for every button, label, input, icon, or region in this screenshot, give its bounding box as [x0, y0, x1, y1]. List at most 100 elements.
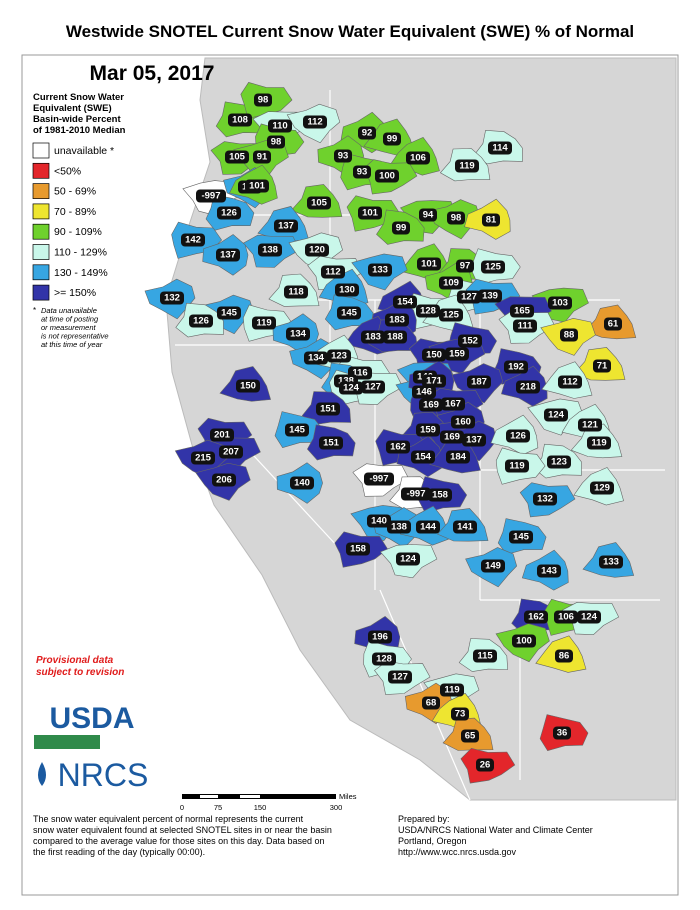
basin-label-bg: [286, 327, 310, 341]
basin-label-bg: [388, 670, 412, 684]
scale-label: 75: [214, 803, 222, 812]
basin-label: 154: [397, 297, 414, 308]
basin-label: 68: [426, 698, 437, 709]
note-text: or measurement: [41, 323, 97, 332]
basin-label: 125: [485, 262, 502, 273]
basin-label-bg: [516, 380, 540, 394]
basin-label: 145: [513, 532, 530, 543]
basin-label: 86: [559, 651, 570, 662]
description: snow water equivalent found at selected …: [33, 825, 332, 835]
basin-label: 100: [379, 171, 395, 182]
basin-label: 101: [249, 181, 266, 192]
basin-label: 109: [443, 278, 459, 289]
basin-label: 130: [339, 285, 355, 296]
basin-label: 108: [232, 115, 248, 126]
basin-label-bg: [441, 397, 465, 411]
basin-label: 149: [485, 561, 501, 572]
basin-label-bg: [461, 729, 479, 743]
basin-label-bg: [512, 634, 536, 648]
basin-label-bg: [553, 726, 571, 740]
basin-label-bg: [358, 126, 376, 140]
basin-label-bg: [439, 276, 463, 290]
basin-label-bg: [476, 758, 494, 772]
basin-label: 119: [444, 685, 459, 696]
legend-swatch: [32, 284, 50, 301]
basin-label: 105: [311, 198, 328, 209]
basin-label: 112: [562, 377, 577, 388]
basin-label: -997: [369, 474, 388, 485]
basin-label-bg: [417, 257, 441, 271]
basin-label-bg: [451, 415, 475, 429]
basin-label: 119: [509, 461, 524, 472]
basin-label-bg: [445, 347, 469, 361]
basin-label-bg: [419, 208, 437, 222]
basin-label-bg: [304, 351, 328, 365]
basin-label: 207: [223, 447, 239, 458]
basin-label-bg: [544, 408, 568, 422]
basin-label-bg: [392, 221, 410, 235]
legend-label: 130 - 149%: [54, 267, 108, 279]
legend-label: unavailable *: [54, 145, 114, 157]
basin-label-bg: [386, 440, 410, 454]
basin-label-bg: [181, 233, 205, 247]
basin-label: 215: [195, 453, 212, 464]
basin-label-bg: [440, 683, 464, 697]
basin-label-bg: [481, 559, 505, 573]
basin-label: 169: [423, 400, 439, 411]
basin-label: 92: [362, 128, 373, 139]
legend-swatch: [32, 183, 50, 199]
basin-label-bg: [462, 433, 486, 447]
legend-label: 110 - 129%: [54, 247, 107, 259]
basin-label-bg: [346, 542, 370, 556]
legend-label: >= 150%: [54, 287, 96, 299]
basin-label: 127: [365, 382, 381, 393]
basin-label: 143: [541, 566, 557, 577]
basin-label: 206: [216, 475, 232, 486]
legend-label: 90 - 109%: [54, 226, 102, 238]
basin-label: 26: [480, 760, 491, 771]
basin-label-bg: [524, 610, 548, 624]
basin-label: 196: [372, 632, 388, 643]
basin-label-bg: [451, 707, 469, 721]
basin-label: 100: [516, 636, 532, 647]
basin-label: 116: [352, 368, 367, 379]
basin-label: 188: [387, 332, 403, 343]
basin-label: 146: [416, 387, 432, 398]
basin-label: 88: [564, 330, 575, 341]
basin-label: 128: [376, 654, 392, 665]
basin-label-bg: [367, 514, 391, 528]
basin-label: 134: [290, 329, 307, 340]
basin-label: 160: [455, 417, 471, 428]
basin-label: 125: [443, 310, 460, 321]
scale-bar: [182, 794, 336, 799]
basin-label: 99: [387, 134, 398, 145]
basin-label-bg: [457, 290, 481, 304]
basin-label-bg: [254, 93, 272, 107]
legend-title: Equivalent (SWE): [33, 103, 112, 114]
basin-label-bg: [396, 552, 420, 566]
basin-label: 133: [372, 265, 388, 276]
basin-label: 115: [477, 651, 493, 662]
title: Westwide SNOTEL Current Snow Water Equiv…: [66, 22, 634, 41]
basin-label: 81: [486, 215, 497, 226]
basin-label-bg: [473, 649, 497, 663]
basin-label-bg: [599, 555, 623, 569]
basin-label-bg: [406, 151, 430, 165]
basin-label: 151: [320, 404, 337, 415]
basin-label-bg: [191, 451, 215, 465]
basin-label: 106: [410, 153, 426, 164]
basin-label-bg: [458, 334, 482, 348]
basin-label: 137: [466, 435, 482, 446]
basin-label: 126: [221, 208, 237, 219]
basin-label: 128: [420, 306, 436, 317]
basin-label-bg: [337, 306, 361, 320]
description: The snow water equivalent percent of nor…: [33, 814, 304, 824]
basin-label-bg: [548, 296, 572, 310]
basin-label-bg: [439, 308, 463, 322]
basin-label-bg: [210, 428, 234, 442]
basin-label: 126: [510, 431, 526, 442]
basin-label-bg: [368, 630, 392, 644]
basin-label: 183: [365, 332, 381, 343]
basin-label: 112: [325, 267, 340, 278]
note-text: Data unavailable: [41, 306, 97, 315]
